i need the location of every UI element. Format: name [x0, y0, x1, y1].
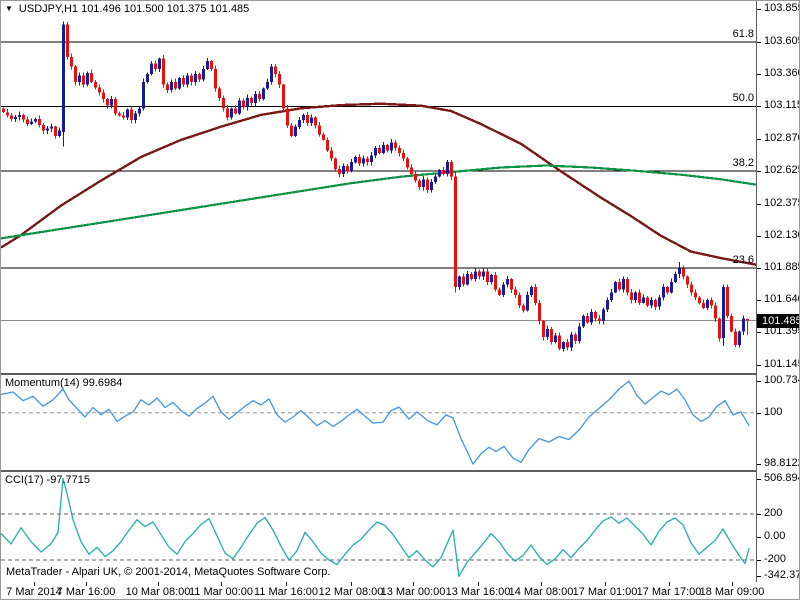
chart-dropdown-icon[interactable]: ▼ [5, 4, 13, 13]
axis-tick [757, 560, 761, 561]
axis-tick [757, 479, 761, 480]
momentum-axis-label: 98.8122 [764, 457, 800, 469]
axis-tick [757, 204, 761, 205]
momentum-axis-label: 100.7347 [764, 374, 799, 386]
main-price-panel[interactable] [1, 1, 756, 373]
time-axis-tick [541, 582, 542, 586]
axis-tick [757, 537, 761, 538]
momentum-label: Momentum(14) 99.6984 [5, 377, 123, 389]
price-axis-label: 103.360 [764, 67, 800, 79]
price-axis-label: 102.625 [764, 164, 800, 176]
axis-tick [757, 514, 761, 515]
time-axis-tick [286, 582, 287, 586]
momentum-line-chart [1, 380, 756, 465]
chart-title-text: USDJPY,H1 101.496 101.500 101.375 101.48… [18, 3, 250, 15]
axis-tick [757, 268, 761, 269]
time-axis-label: 13 Mar 16:00 [445, 586, 511, 598]
axis-tick [757, 171, 761, 172]
time-axis-label: 7 Mar 16:00 [56, 586, 116, 598]
momentum-panel[interactable] [1, 375, 756, 470]
cci-axis-label: -200 [764, 553, 787, 565]
current-price-badge: 101.485 [757, 314, 799, 328]
cci-axis-label: -342.3761 [764, 569, 799, 581]
cci-line-chart [1, 478, 756, 578]
axis-tick [757, 464, 761, 465]
time-axis-tick [86, 582, 87, 586]
axis-tick [757, 236, 761, 237]
axis-tick [757, 139, 761, 140]
time-axis-label: 11 Mar 16:00 [253, 586, 319, 598]
time-axis-tick [158, 582, 159, 586]
price-axis-label: 103.605 [764, 35, 800, 47]
axis-tick [757, 106, 761, 107]
axis-tick [757, 300, 761, 301]
axis-tick [757, 9, 761, 10]
time-axis-tick [605, 582, 606, 586]
price-axis-label: 101.885 [764, 261, 800, 273]
price-axis-label: 103.115 [764, 99, 800, 111]
time-axis[interactable] [1, 582, 799, 599]
axis-tick [757, 365, 761, 366]
fib-level-label: 23.6 [732, 254, 754, 266]
chart-title: ▼ USDJPY,H1 101.496 101.500 101.375 101.4… [5, 3, 249, 15]
price-axis-label: 101.640 [764, 293, 800, 305]
price-axis-label: 102.375 [764, 197, 800, 209]
cci-label: CCI(17) -97.7715 [5, 474, 90, 486]
time-axis-tick [732, 582, 733, 586]
axis-border [756, 1, 757, 582]
time-axis-tick [478, 582, 479, 586]
price-axis-label: 101.145 [764, 358, 800, 370]
time-axis-tick [413, 582, 414, 586]
time-axis-tick [34, 582, 35, 586]
time-axis-label: 10 Mar 08:00 [125, 586, 191, 598]
cci-axis-label: 0.00 [764, 530, 786, 542]
axis-tick [757, 332, 761, 333]
price-axis-label: 102.130 [764, 229, 800, 241]
time-axis-label: 12 Mar 08:00 [318, 586, 384, 598]
time-axis-label: 17 Mar 17:00 [636, 586, 702, 598]
time-axis-label: 7 Mar 2014 [6, 586, 62, 598]
time-axis-label: 14 Mar 08:00 [508, 586, 574, 598]
axis-tick [757, 413, 761, 414]
time-axis-label: 18 Mar 09:00 [699, 586, 765, 598]
time-axis-tick [351, 582, 352, 586]
candlestick-chart [1, 21, 756, 352]
time-axis-tick [669, 582, 670, 586]
price-axis-label: 103.855 [764, 2, 800, 14]
price-axis-label: 101.395 [764, 325, 800, 337]
time-axis-label: 11 Mar 00:00 [188, 586, 254, 598]
price-axis[interactable]: 103.855 103.605 103.360 103.115 102.870 102.6… [757, 1, 800, 582]
time-axis-tick [221, 582, 222, 586]
fib-level-label: 38.2 [732, 157, 754, 169]
price-axis-label: 102.870 [764, 132, 800, 144]
copyright-text: MetaTrader - Alpari UK, © 2001-2014, Met… [6, 566, 331, 578]
axis-tick [757, 74, 761, 75]
panel-divider[interactable] [1, 470, 799, 472]
cci-axis-label: 200 [764, 507, 783, 519]
panel-divider[interactable] [1, 373, 799, 375]
time-axis-label: 17 Mar 01:00 [572, 586, 638, 598]
fib-level-label: 61.8 [732, 28, 754, 40]
time-axis-label: 13 Mar 00:00 [380, 586, 446, 598]
cci-axis-label: 506.8943 [764, 472, 799, 484]
momentum-axis-label: 100 [764, 406, 783, 418]
axis-tick [757, 381, 761, 382]
fib-level-label: 50.0 [732, 92, 754, 104]
axis-tick [757, 42, 761, 43]
cci-panel[interactable] [1, 472, 756, 582]
axis-tick [757, 576, 761, 577]
